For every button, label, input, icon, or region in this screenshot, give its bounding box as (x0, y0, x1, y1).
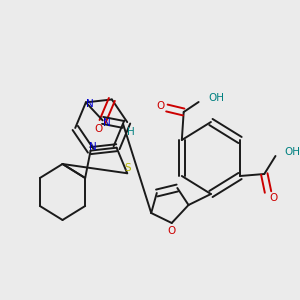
Text: N: N (88, 142, 96, 152)
Text: N: N (103, 118, 111, 128)
Text: O: O (156, 101, 164, 111)
Text: H: H (127, 128, 134, 137)
Text: S: S (124, 163, 130, 173)
Text: OH: OH (285, 147, 300, 157)
Text: O: O (269, 193, 278, 203)
Text: O: O (168, 226, 176, 236)
Text: OH: OH (208, 93, 224, 103)
Text: O: O (95, 124, 103, 134)
Text: N: N (86, 99, 94, 110)
